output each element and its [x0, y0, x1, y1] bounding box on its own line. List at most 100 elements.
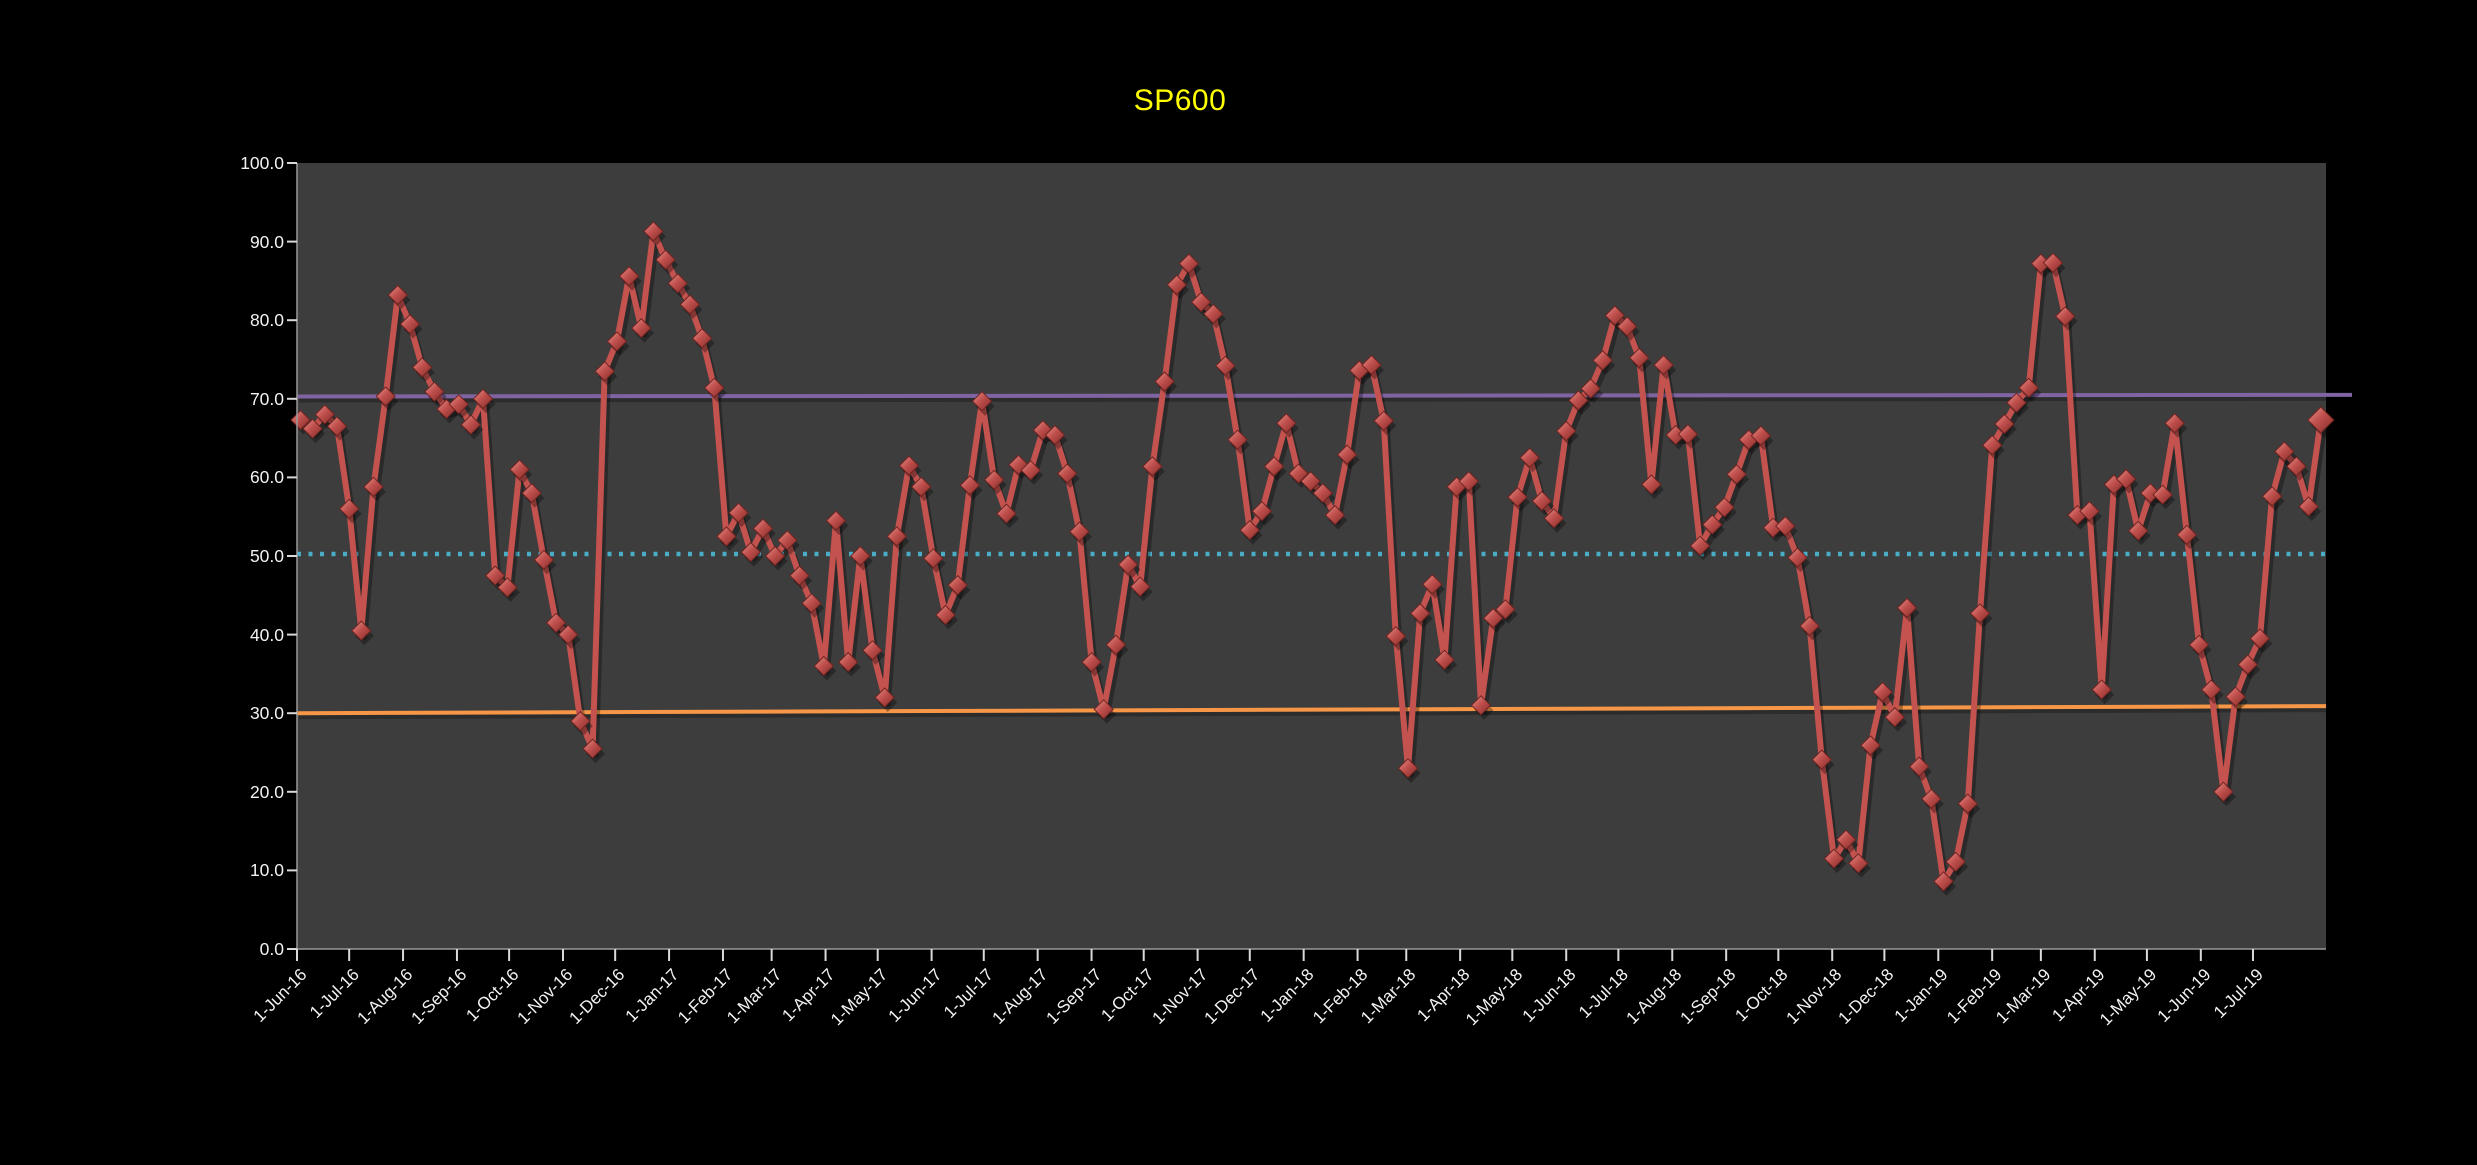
data-point[interactable] [1592, 350, 1613, 371]
data-point[interactable] [2127, 520, 2149, 542]
reference-line-upper[interactable] [296, 392, 2353, 399]
data-point[interactable] [1251, 500, 1273, 522]
data-point[interactable] [923, 548, 944, 569]
data-point[interactable] [1166, 274, 1188, 296]
data-point[interactable] [2249, 628, 2271, 649]
data-point[interactable] [1531, 490, 1553, 512]
data-point[interactable] [1312, 482, 1334, 504]
data-point-markers[interactable] [290, 221, 2335, 892]
data-point[interactable] [1604, 305, 1626, 326]
data-point[interactable] [1872, 681, 1893, 703]
data-point[interactable] [314, 404, 336, 425]
data-point[interactable] [777, 530, 798, 551]
data-point[interactable] [886, 526, 908, 547]
data-point[interactable] [1677, 423, 1699, 445]
data-point[interactable] [326, 416, 348, 437]
data-point[interactable] [1969, 603, 1991, 624]
data-point[interactable] [2274, 441, 2295, 462]
data-point[interactable] [594, 361, 615, 382]
data-point[interactable] [631, 317, 652, 339]
data-point[interactable] [1300, 471, 1321, 492]
data-point[interactable] [399, 313, 421, 335]
data-point[interactable] [290, 409, 311, 431]
data-point[interactable] [2298, 496, 2319, 517]
data-point[interactable] [533, 549, 555, 571]
data-point[interactable] [1580, 378, 1601, 399]
data-point[interactable] [1799, 615, 1820, 637]
data-point[interactable] [302, 418, 323, 439]
data-point[interactable] [679, 294, 701, 315]
data-point[interactable] [2164, 412, 2185, 434]
data-point[interactable] [643, 221, 664, 242]
data-point[interactable] [1519, 447, 1540, 469]
chart-title[interactable]: SP600 [1133, 84, 1227, 117]
data-point[interactable] [472, 388, 494, 410]
data-point[interactable] [1689, 535, 1711, 557]
data-point[interactable] [411, 357, 433, 378]
data-point[interactable] [1568, 390, 1589, 411]
data-point[interactable] [2176, 524, 2198, 546]
data-point[interactable] [1775, 515, 1796, 537]
data-point[interactable] [1750, 425, 1772, 446]
data-point[interactable] [545, 612, 567, 634]
data-point[interactable] [606, 331, 628, 352]
data-point[interactable] [2225, 686, 2246, 707]
data-point[interactable] [1848, 853, 1869, 874]
data-point[interactable] [2006, 392, 2027, 413]
data-point[interactable] [1385, 625, 1407, 647]
data-point[interactable] [1470, 695, 1492, 716]
data-point[interactable] [1945, 851, 1966, 873]
data-point[interactable] [1957, 793, 1979, 814]
data-point[interactable] [716, 526, 737, 547]
data-point[interactable] [448, 394, 469, 415]
data-point[interactable] [1239, 519, 1261, 541]
data-point[interactable] [1641, 474, 1662, 495]
data-point[interactable] [1409, 603, 1431, 624]
data-point[interactable] [1823, 848, 1845, 869]
data-point[interactable] [1263, 456, 1285, 477]
data-point[interactable] [1994, 413, 2015, 435]
data-point[interactable] [338, 498, 360, 520]
data-point[interactable] [618, 265, 640, 287]
data-point[interactable] [2286, 456, 2307, 477]
data-point[interactable] [1203, 303, 1224, 325]
data-point[interactable] [1543, 508, 1565, 529]
data-point[interactable] [375, 386, 396, 407]
data-point[interactable] [1129, 576, 1151, 597]
data-point[interactable] [557, 624, 579, 645]
data-point[interactable] [2200, 679, 2222, 700]
data-point[interactable] [1555, 420, 1577, 442]
data-point[interactable] [898, 455, 920, 476]
data-point[interactable] [1811, 749, 1833, 770]
data-point[interactable] [2054, 306, 2076, 327]
data-point[interactable] [1933, 871, 1954, 892]
data-point[interactable] [691, 328, 713, 349]
data-point[interactable] [1628, 347, 1650, 369]
data-point[interactable] [460, 414, 482, 435]
data-point[interactable] [850, 545, 871, 567]
data-point[interactable] [1787, 547, 1808, 568]
data-point[interactable] [582, 738, 603, 759]
data-point[interactable] [1458, 471, 1480, 492]
data-point[interactable] [971, 390, 993, 412]
data-point[interactable] [1507, 486, 1528, 508]
data-point[interactable] [1361, 354, 1382, 376]
data-point[interactable] [910, 476, 932, 498]
data-point[interactable] [1373, 410, 1394, 432]
data-point[interactable] [1276, 412, 1297, 434]
data-point[interactable] [752, 518, 774, 539]
data-point[interactable] [1908, 756, 1930, 777]
data-point[interactable] [1616, 316, 1638, 337]
data-point[interactable] [825, 510, 847, 531]
data-point[interactable] [521, 482, 542, 504]
data-point[interactable] [789, 565, 810, 586]
data-point[interactable] [935, 604, 956, 626]
data-point[interactable] [1093, 699, 1114, 720]
data-point[interactable] [959, 475, 981, 496]
data-point[interactable] [2261, 486, 2283, 507]
data-point[interactable] [1397, 757, 1419, 779]
data-point[interactable] [1714, 497, 1735, 518]
data-point[interactable] [1105, 634, 1127, 656]
data-point[interactable] [1056, 463, 1078, 484]
data-point[interactable] [2018, 377, 2039, 399]
